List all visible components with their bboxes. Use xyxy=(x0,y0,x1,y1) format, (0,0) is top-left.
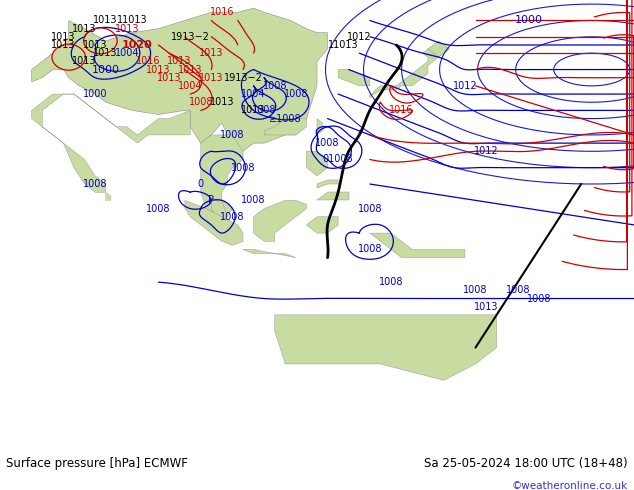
Text: 1004: 1004 xyxy=(115,48,139,58)
Text: 1000: 1000 xyxy=(92,65,120,74)
Text: 1008: 1008 xyxy=(463,285,488,295)
Text: 1016: 1016 xyxy=(136,56,160,66)
Polygon shape xyxy=(211,200,227,221)
Text: 1013: 1013 xyxy=(242,105,266,116)
Text: 1008: 1008 xyxy=(220,212,245,222)
Polygon shape xyxy=(32,8,328,151)
Text: 1013: 1013 xyxy=(93,16,118,25)
Text: 1913−2: 1913−2 xyxy=(224,73,262,83)
Polygon shape xyxy=(370,45,449,98)
Text: Surface pressure [hPa] ECMWF: Surface pressure [hPa] ECMWF xyxy=(6,457,188,470)
Text: 1008: 1008 xyxy=(262,81,287,91)
Polygon shape xyxy=(185,200,243,245)
Polygon shape xyxy=(338,70,370,86)
Text: 1013: 1013 xyxy=(157,73,181,83)
Text: 1013: 1013 xyxy=(178,65,202,74)
Text: Sa 25-05-2024 18:00 UTC (18+48): Sa 25-05-2024 18:00 UTC (18+48) xyxy=(424,457,628,470)
Polygon shape xyxy=(317,192,349,200)
Text: 1000: 1000 xyxy=(83,89,107,99)
Text: 1013: 1013 xyxy=(115,24,139,34)
Polygon shape xyxy=(275,315,496,380)
Text: 11013: 11013 xyxy=(328,40,359,50)
Text: 1008: 1008 xyxy=(358,245,382,254)
Text: 1008: 1008 xyxy=(146,203,171,214)
Text: 1008: 1008 xyxy=(527,294,551,303)
Text: 11013: 11013 xyxy=(117,16,147,25)
Polygon shape xyxy=(106,192,111,200)
Text: 1012: 1012 xyxy=(347,32,372,42)
Text: 1000: 1000 xyxy=(514,16,542,25)
Text: 1013: 1013 xyxy=(51,40,75,50)
Text: 1016: 1016 xyxy=(389,105,414,116)
Text: 1008: 1008 xyxy=(83,179,107,189)
Text: 01008: 01008 xyxy=(323,154,353,165)
Text: ©weatheronline.co.uk: ©weatheronline.co.uk xyxy=(512,481,628,490)
Text: 1008: 1008 xyxy=(231,163,256,172)
Text: 1013: 1013 xyxy=(72,56,97,66)
Text: 1013: 1013 xyxy=(210,97,234,107)
Polygon shape xyxy=(317,180,338,188)
Text: 1008: 1008 xyxy=(242,196,266,205)
Text: 1008: 1008 xyxy=(378,277,403,287)
Text: 1913−2: 1913−2 xyxy=(171,32,210,42)
Text: 1013: 1013 xyxy=(167,56,192,66)
Text: 1013: 1013 xyxy=(83,40,107,50)
Text: 1013: 1013 xyxy=(199,73,224,83)
Polygon shape xyxy=(254,200,306,241)
Polygon shape xyxy=(32,94,190,192)
Polygon shape xyxy=(317,119,322,135)
Polygon shape xyxy=(201,135,243,217)
Text: 1008: 1008 xyxy=(220,130,245,140)
Text: 0: 0 xyxy=(198,179,204,189)
Text: P: P xyxy=(209,196,214,205)
Polygon shape xyxy=(264,119,306,135)
Text: 1008: 1008 xyxy=(252,105,276,116)
Text: 1013: 1013 xyxy=(72,24,97,34)
Polygon shape xyxy=(306,217,338,233)
Text: 1020: 1020 xyxy=(122,40,153,50)
Polygon shape xyxy=(243,249,296,258)
Text: 1013: 1013 xyxy=(474,302,498,312)
Text: 1008: 1008 xyxy=(505,285,530,295)
Text: 1016: 1016 xyxy=(210,7,234,17)
Text: 1013: 1013 xyxy=(146,65,171,74)
Text: 1004: 1004 xyxy=(178,81,202,91)
Text: ≥1008: ≥1008 xyxy=(269,114,302,123)
Text: 1008: 1008 xyxy=(358,203,382,214)
Text: 1008: 1008 xyxy=(315,138,340,148)
Polygon shape xyxy=(428,41,449,57)
Text: 1013: 1013 xyxy=(93,48,118,58)
Polygon shape xyxy=(306,151,328,176)
Text: 1012: 1012 xyxy=(474,147,498,156)
Text: 1004: 1004 xyxy=(242,89,266,99)
Polygon shape xyxy=(370,233,465,258)
Text: 1013: 1013 xyxy=(199,48,224,58)
Text: 1013: 1013 xyxy=(51,32,75,42)
Text: 1012: 1012 xyxy=(453,81,477,91)
Text: 1008: 1008 xyxy=(283,89,308,99)
Text: 1008: 1008 xyxy=(188,97,213,107)
